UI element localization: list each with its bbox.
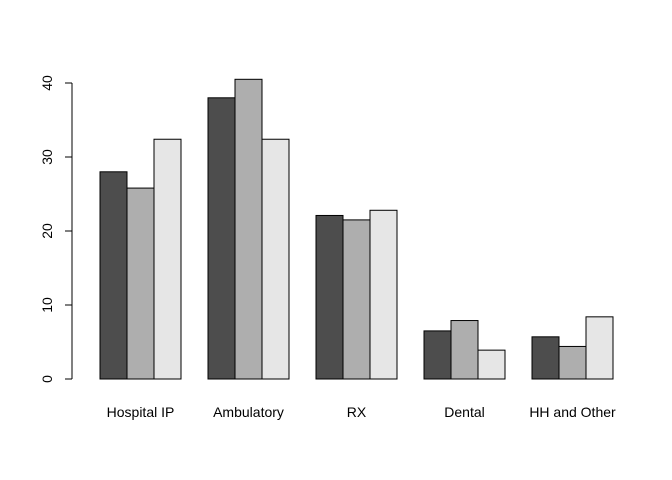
bar	[153, 138, 182, 380]
bar	[450, 320, 479, 380]
bar	[585, 316, 614, 380]
bar	[531, 336, 560, 380]
y-axis: 0 10 20 30 40	[39, 75, 73, 383]
bars-group	[99, 78, 614, 380]
x-tick-label: RX	[347, 404, 367, 420]
y-tick-label: 20	[39, 223, 55, 239]
bar	[369, 209, 398, 380]
bar	[126, 187, 155, 380]
bar	[261, 138, 290, 380]
y-tick-label: 40	[39, 75, 55, 91]
y-tick-label: 30	[39, 149, 55, 165]
bar	[99, 171, 128, 380]
y-tick-label: 0	[39, 375, 55, 383]
x-tick-label: Hospital IP	[107, 404, 175, 420]
bar	[315, 214, 344, 380]
bar	[234, 78, 263, 380]
bar	[207, 97, 236, 380]
y-tick-label: 10	[39, 297, 55, 313]
bar	[558, 345, 587, 380]
x-tick-label: HH and Other	[529, 404, 616, 420]
x-tick-label: Ambulatory	[213, 404, 284, 420]
bar	[477, 349, 506, 380]
x-axis-labels: Hospital IP Ambulatory RX Dental HH and Othe…	[107, 404, 616, 420]
bar	[423, 330, 452, 380]
bar	[342, 219, 371, 380]
x-tick-label: Dental	[444, 404, 484, 420]
